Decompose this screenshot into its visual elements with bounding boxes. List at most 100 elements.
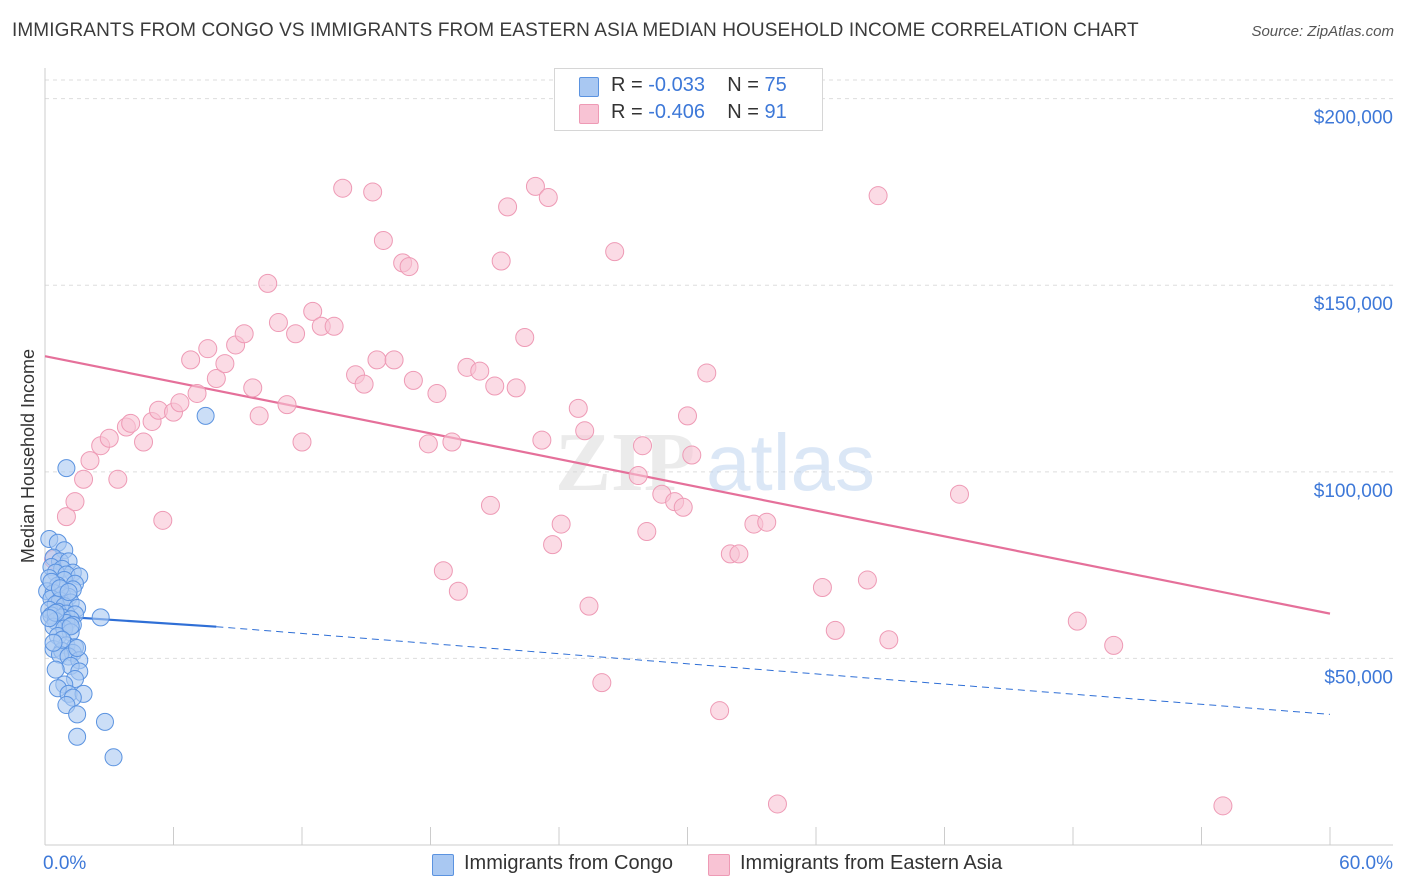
point-eastern-asia xyxy=(333,178,353,198)
point-eastern-asia xyxy=(1067,611,1087,631)
point-eastern-asia xyxy=(857,570,877,590)
point-eastern-asia xyxy=(525,176,545,196)
bottom-legend-swatch-eastern-asia xyxy=(708,854,730,876)
point-eastern-asia xyxy=(134,432,154,452)
grid-layer xyxy=(45,79,1393,659)
x-tick-label-min: 0.0% xyxy=(43,853,86,874)
point-eastern-asia xyxy=(579,596,599,616)
point-congo xyxy=(196,406,215,425)
legend-r-value-congo: -0.033 xyxy=(648,74,705,96)
point-eastern-asia xyxy=(286,324,306,344)
point-eastern-asia xyxy=(442,432,462,452)
point-eastern-asia xyxy=(243,378,263,398)
point-congo xyxy=(91,608,110,627)
point-eastern-asia xyxy=(825,620,845,640)
point-eastern-asia xyxy=(1213,796,1233,816)
point-eastern-asia xyxy=(605,242,625,262)
point-eastern-asia xyxy=(470,361,490,381)
point-eastern-asia xyxy=(697,363,717,383)
point-congo xyxy=(95,712,114,731)
legend-n-label: N = xyxy=(727,74,759,96)
point-eastern-asia xyxy=(206,369,226,389)
point-eastern-asia xyxy=(633,436,653,456)
watermark-atlas: atlas xyxy=(706,418,875,507)
point-eastern-asia xyxy=(812,578,832,598)
point-eastern-asia xyxy=(485,376,505,396)
point-eastern-asia xyxy=(74,469,94,489)
point-eastern-asia xyxy=(324,316,344,336)
bottom-legend-swatch-congo xyxy=(432,854,454,876)
point-eastern-asia xyxy=(399,257,419,277)
point-eastern-asia xyxy=(427,383,447,403)
point-eastern-asia xyxy=(433,561,453,581)
trendline-eastern-asia xyxy=(44,355,1331,615)
point-eastern-asia xyxy=(949,484,969,504)
point-eastern-asia xyxy=(1104,635,1124,655)
point-eastern-asia xyxy=(628,466,648,486)
watermark: ZIP atlas xyxy=(555,416,875,509)
point-eastern-asia xyxy=(879,630,899,650)
point-eastern-asia xyxy=(65,492,85,512)
point-congo xyxy=(104,748,123,767)
point-eastern-asia xyxy=(515,327,535,347)
y-axis-label: Median Household Income xyxy=(18,349,38,563)
legend-n-label: N = xyxy=(727,101,759,123)
point-eastern-asia xyxy=(384,350,404,370)
point-eastern-asia xyxy=(710,701,730,721)
point-eastern-asia xyxy=(868,186,888,206)
point-eastern-asia xyxy=(729,544,749,564)
point-congo xyxy=(68,638,87,657)
point-eastern-asia xyxy=(551,514,571,534)
point-eastern-asia xyxy=(767,794,787,814)
legend-swatch-congo xyxy=(579,77,599,97)
point-eastern-asia xyxy=(373,230,393,250)
point-eastern-asia xyxy=(56,507,76,527)
point-eastern-asia xyxy=(568,398,588,418)
point-eastern-asia xyxy=(258,273,278,293)
point-eastern-asia xyxy=(363,182,383,202)
point-eastern-asia xyxy=(673,497,693,517)
point-congo xyxy=(44,633,63,652)
point-eastern-asia xyxy=(80,451,100,471)
y-tick-label: $50,000 xyxy=(1324,667,1393,688)
bottom-legend-label-congo: Immigrants from Congo xyxy=(464,852,673,874)
legend-n-value-eastern-asia: 91 xyxy=(764,101,787,123)
point-eastern-asia xyxy=(448,581,468,601)
trendline-congo-dashed xyxy=(216,626,1331,715)
bottom-legend-label-eastern-asia: Immigrants from Eastern Asia xyxy=(740,852,1003,874)
legend-swatch-eastern-asia xyxy=(579,104,599,124)
point-eastern-asia xyxy=(277,395,297,415)
point-eastern-asia xyxy=(532,430,552,450)
point-eastern-asia xyxy=(99,428,119,448)
point-eastern-asia xyxy=(187,383,207,403)
point-eastern-asia xyxy=(153,510,173,530)
point-eastern-asia xyxy=(498,197,518,217)
source-label: Source: ZipAtlas.com xyxy=(1251,23,1394,40)
point-eastern-asia xyxy=(506,378,526,398)
point-eastern-asia xyxy=(354,374,374,394)
points-layer xyxy=(38,176,1233,816)
point-eastern-asia xyxy=(682,445,702,465)
point-eastern-asia xyxy=(403,370,423,390)
point-eastern-asia xyxy=(637,522,657,542)
point-eastern-asia xyxy=(592,673,612,693)
legend-r-label: R = xyxy=(611,74,643,96)
point-eastern-asia xyxy=(303,301,323,321)
point-eastern-asia xyxy=(234,324,254,344)
y-tick-label: $200,000 xyxy=(1314,108,1393,129)
point-congo xyxy=(61,617,80,636)
point-eastern-asia xyxy=(757,512,777,532)
point-congo xyxy=(40,609,59,628)
point-eastern-asia xyxy=(268,313,288,333)
point-eastern-asia xyxy=(108,469,128,489)
axes-layer: $50,000 $100,000 $150,000 $200,000 xyxy=(44,68,1393,846)
point-eastern-asia xyxy=(538,188,558,208)
point-eastern-asia xyxy=(121,413,141,433)
point-eastern-asia xyxy=(249,406,269,426)
point-eastern-asia xyxy=(543,535,563,555)
point-eastern-asia xyxy=(418,434,438,454)
point-eastern-asia xyxy=(181,350,201,370)
y-tick-label: $150,000 xyxy=(1314,294,1393,315)
legend-r-value-eastern-asia: -0.406 xyxy=(648,101,705,123)
